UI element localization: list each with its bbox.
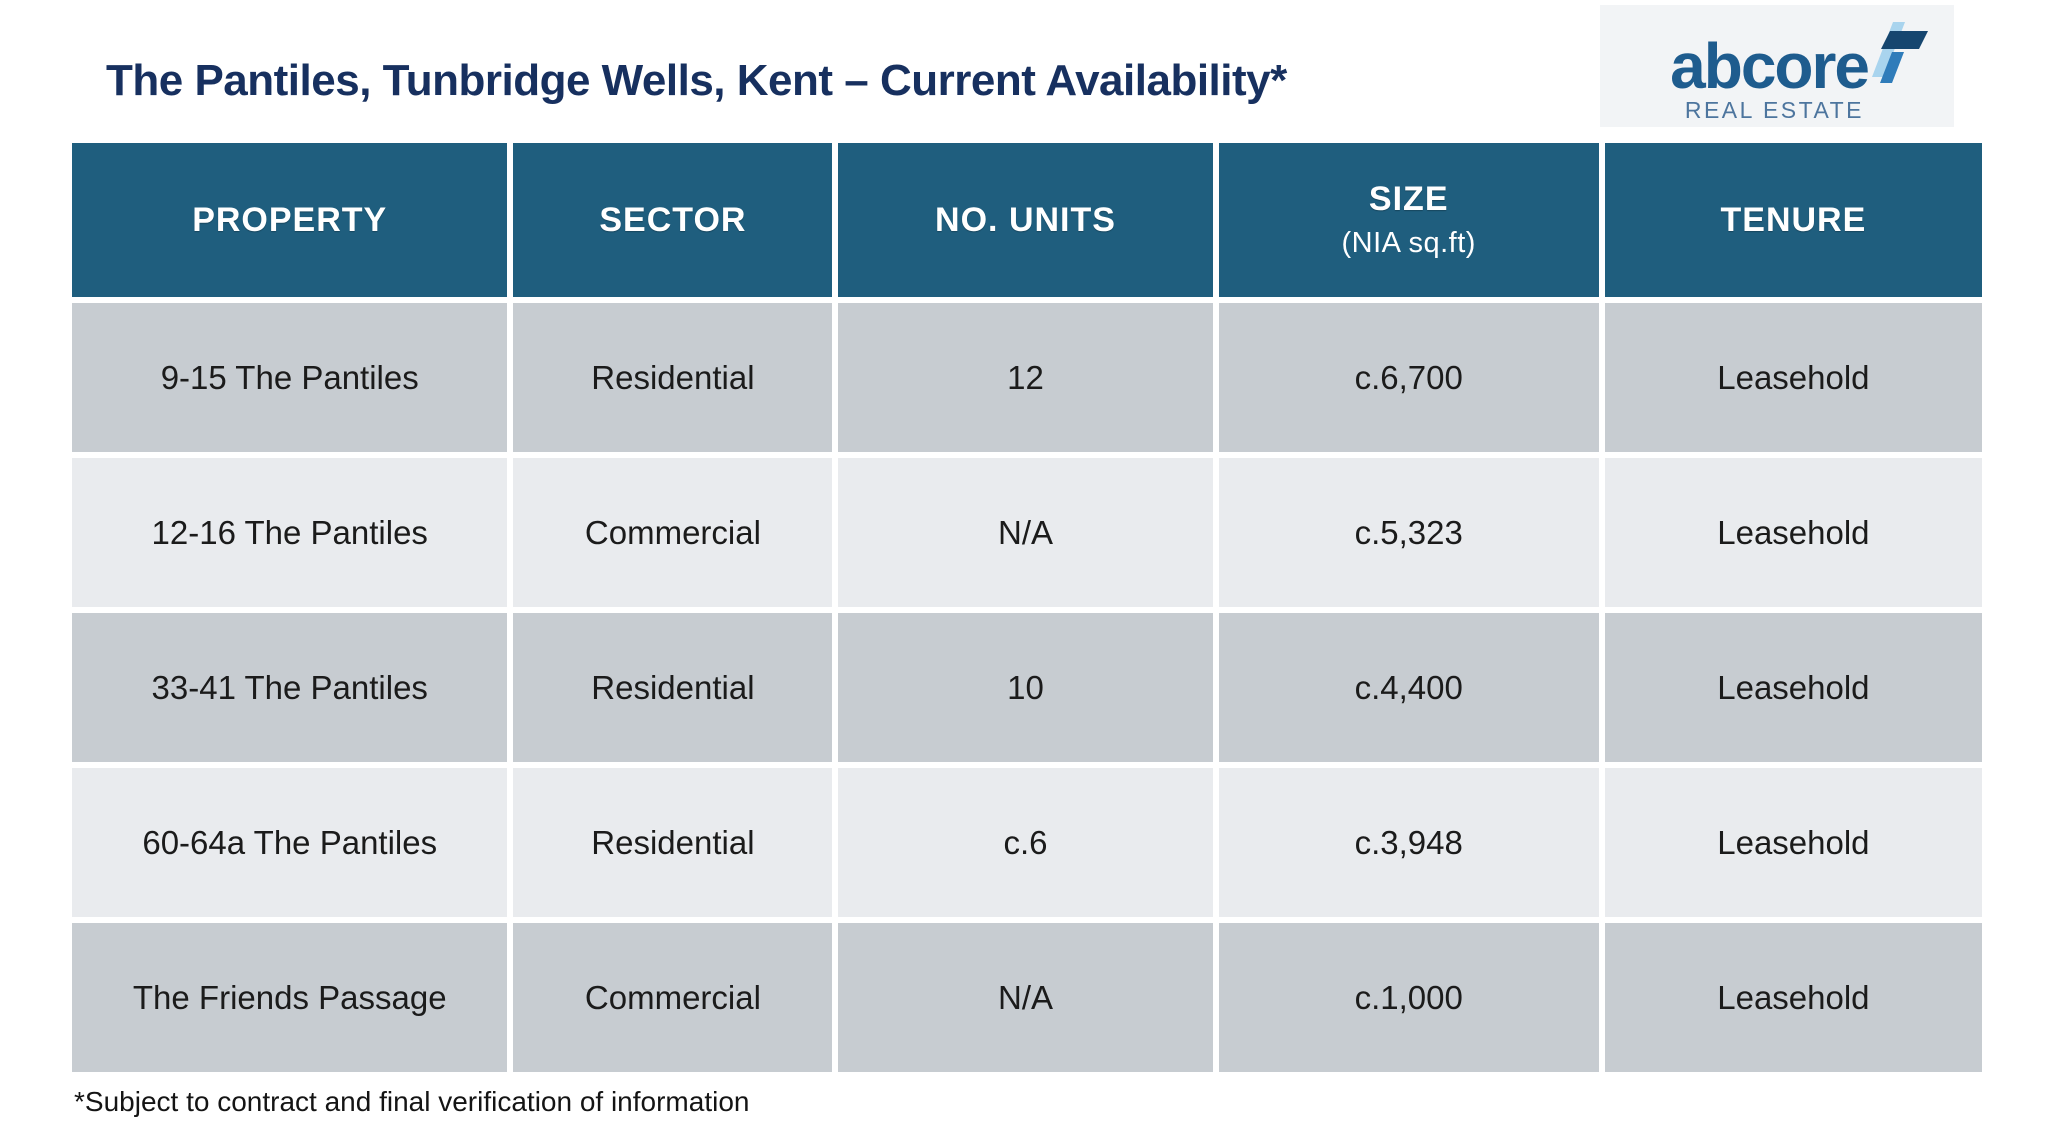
table-cell: Residential <box>513 613 833 762</box>
table-cell: c.4,400 <box>1218 613 1599 762</box>
availability-table: PROPERTY SECTOR NO. UNITS SIZE (NIA sq.f… <box>72 143 1982 1072</box>
table-cell: Leasehold <box>1604 458 1982 607</box>
table-cell: Commercial <box>513 458 833 607</box>
column-header-label: SIZE <box>1368 180 1449 218</box>
table-cell: c.6 <box>838 768 1213 917</box>
column-header-label: TENURE <box>1720 200 1867 239</box>
table-cell: Commercial <box>513 923 833 1072</box>
table-cell: 12 <box>838 303 1213 452</box>
column-header-units: NO. UNITS <box>838 143 1213 297</box>
column-header-sector: SECTOR <box>513 143 833 297</box>
page-title: The Pantiles, Tunbridge Wells, Kent – Cu… <box>106 56 1287 105</box>
table-cell: 9-15 The Pantiles <box>72 303 508 452</box>
table-cell: N/A <box>838 458 1213 607</box>
table-cell: 60-64a The Pantiles <box>72 768 508 917</box>
company-logo: abcore REAL ESTATE <box>1600 5 1954 127</box>
table-cell: Leasehold <box>1604 768 1982 917</box>
table-cell: The Friends Passage <box>72 923 508 1072</box>
table-cell: Residential <box>513 303 833 452</box>
column-header-label: NO. UNITS <box>935 200 1116 239</box>
table-cell: 10 <box>838 613 1213 762</box>
column-header-label: PROPERTY <box>192 200 388 239</box>
column-header-size: SIZE (NIA sq.ft) <box>1218 143 1599 297</box>
column-header-tenure: TENURE <box>1604 143 1982 297</box>
table-cell: Leasehold <box>1604 923 1982 1072</box>
table-cell: c.6,700 <box>1218 303 1599 452</box>
table-cell: N/A <box>838 923 1213 1072</box>
table-cell: c.5,323 <box>1218 458 1599 607</box>
table-cell: Leasehold <box>1604 613 1982 762</box>
table-cell: c.1,000 <box>1218 923 1599 1072</box>
abcore-arrow-icon <box>1872 22 1928 83</box>
footnote: *Subject to contract and final verificat… <box>74 1086 750 1117</box>
table-cell: 33-41 The Pantiles <box>72 613 508 762</box>
logo-row: abcore <box>1670 19 1928 103</box>
column-header-property: PROPERTY <box>72 143 508 297</box>
table-cell: 12-16 The Pantiles <box>72 458 508 607</box>
table-cell: Residential <box>513 768 833 917</box>
brand-wordmark: abcore <box>1670 30 1870 103</box>
table-cell: c.3,948 <box>1218 768 1599 917</box>
column-header-label: SECTOR <box>599 200 747 239</box>
column-header-sublabel: (NIA sq.ft) <box>1341 227 1476 259</box>
brand-tagline: REAL ESTATE <box>1684 97 1864 123</box>
table-cell: Leasehold <box>1604 303 1982 452</box>
